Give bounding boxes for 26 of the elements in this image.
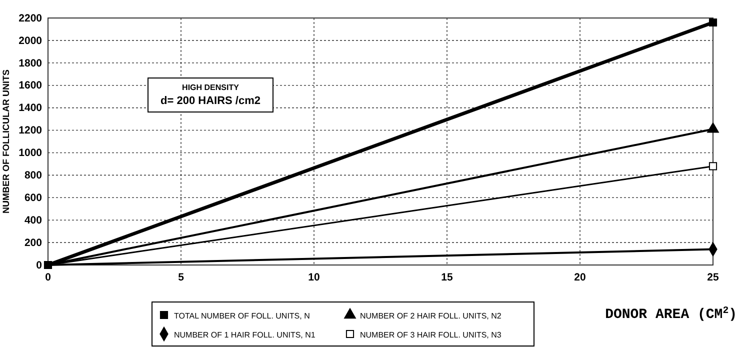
legend-label: NUMBER OF 2 HAIR FOLL. UNITS, N2 <box>360 312 502 320</box>
y-tick-label: 800 <box>24 170 42 182</box>
y-tick-label: 600 <box>24 192 42 204</box>
x-tick-label: 0 <box>45 271 52 284</box>
x-tick-label: 10 <box>308 271 320 284</box>
x-tick-label: 25 <box>707 271 719 284</box>
y-tick-label: 0 <box>36 259 42 272</box>
y-tick-label: 200 <box>24 236 42 249</box>
y-tick-label: 400 <box>24 214 42 226</box>
legend-label: NUMBER OF 1 HAIR FOLL. UNITS, N1 <box>174 330 316 340</box>
x-tick-label: 20 <box>574 271 586 284</box>
y-tick-label: 1600 <box>18 80 42 92</box>
x-tick-label: 5 <box>178 271 184 284</box>
annotation: d= 200 HAIRS /cm2 <box>160 95 260 107</box>
legend-label: NUMBER OF 3 HAIR FOLL. UNITS, N3 <box>360 330 502 340</box>
y-tick-label: 1400 <box>18 102 42 114</box>
x-tick-label: 15 <box>441 271 453 284</box>
legend-label: TOTAL NUMBER OF FOLL. UNITS, N <box>174 312 310 320</box>
y-tick-label: 1000 <box>18 147 42 160</box>
annotation: HIGH DENSITY <box>182 83 240 92</box>
y-axis-title: NUMBER OF FOLLICULAR UNITS <box>1 70 11 214</box>
y-tick-label: 1200 <box>18 124 42 137</box>
x-axis-title: DONOR AREA (CM$^{2}$) <box>605 304 737 323</box>
y-tick-label: 1800 <box>18 57 42 70</box>
y-tick-label: 2000 <box>18 34 42 47</box>
y-tick-label: 2200 <box>18 12 42 24</box>
